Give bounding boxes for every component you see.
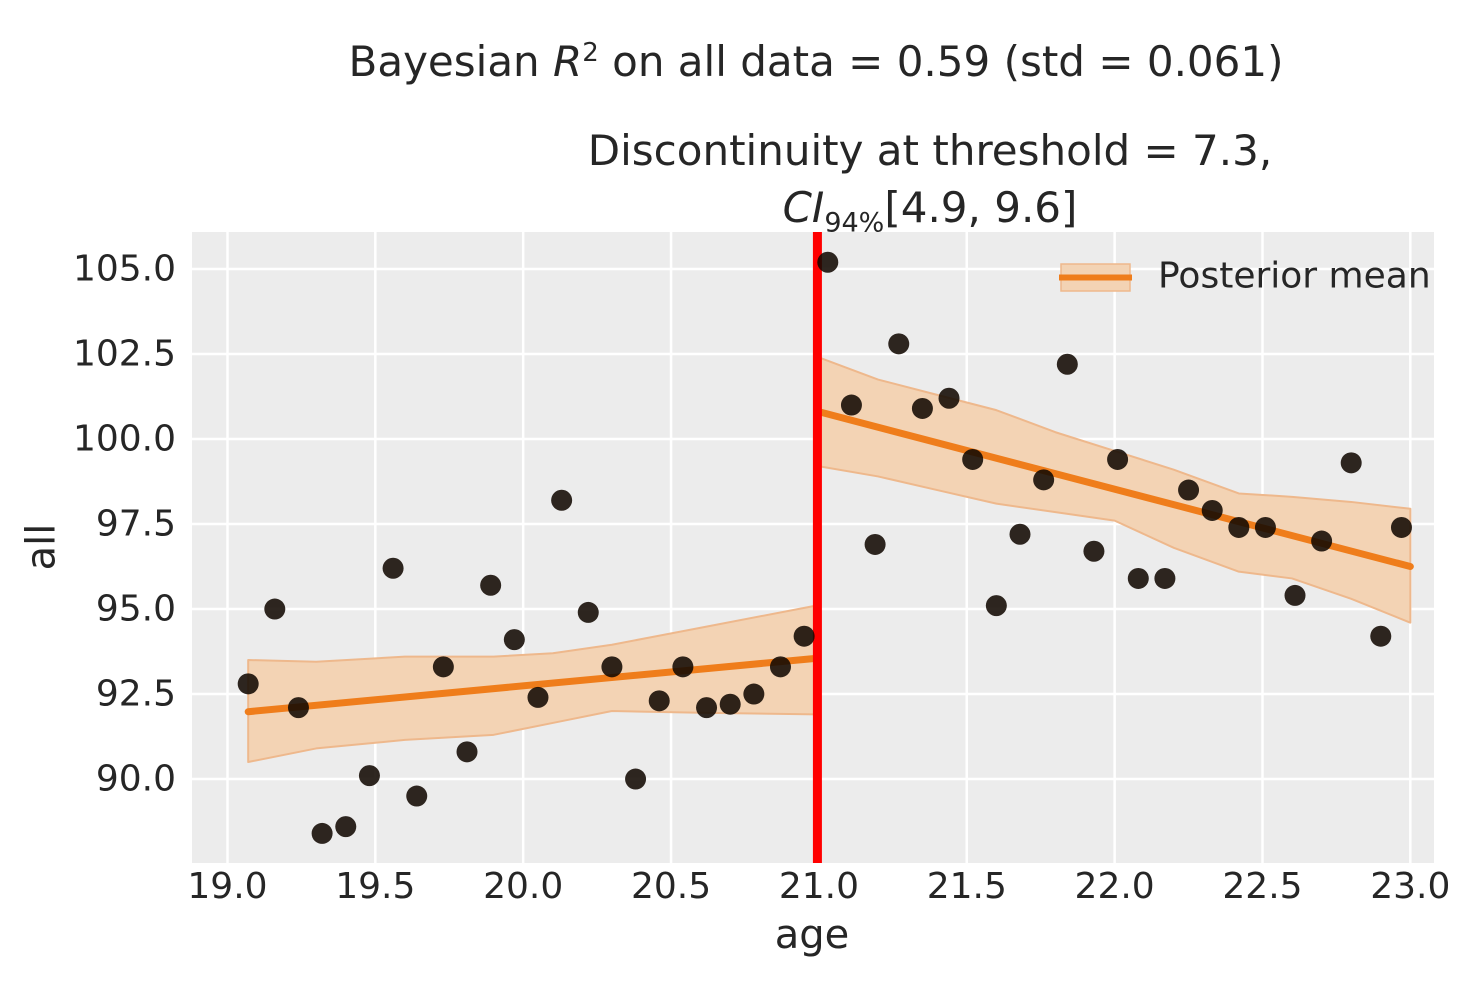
scatter-point [335,816,357,838]
x-tick-label: 21.0 [778,866,859,907]
scatter-point [311,822,333,844]
scatter-point [432,656,454,678]
y-tick-label: 90.0 [95,758,176,800]
x-axis-label: age [774,912,850,958]
legend-label: Posterior mean [1158,255,1431,297]
subtitle-line2: CI94%[4.9, 9.6] [588,179,1272,251]
scatter-point [382,557,404,579]
x-tick-label: 20.0 [483,866,564,907]
scatter-point [1228,516,1250,538]
posterior-mean-left [244,654,820,716]
scatter-point [237,673,259,695]
title-text: Bayesian [348,37,554,86]
y-tick-label: 100.0 [72,418,176,460]
title-r-exponent: 2 [582,38,599,68]
y-tick-label: 95.0 [95,588,176,630]
scatter-point [817,251,839,273]
scatter-point [287,697,309,719]
scatter-point [1284,584,1306,606]
ci-interval: [4.9, 9.6] [884,183,1078,232]
scatter-point [1311,530,1333,552]
x-tick-label: 19.5 [335,866,416,907]
scatter-point [1056,353,1078,375]
scatter-point [1009,523,1031,545]
scatter-point [1254,516,1276,538]
title-r-symbol: R [553,37,583,86]
x-tick-label: 21.5 [926,866,1007,907]
chart-subtitle: Discontinuity at threshold = 7.3, CI94%[… [588,122,1272,251]
scatter-point [864,533,886,555]
scatter-point [601,656,623,678]
y-tick-label: 92.5 [95,673,176,715]
x-tick-label: 22.0 [1074,866,1155,907]
scatter-point [648,690,670,712]
scatter-point [1390,516,1412,538]
scatter-point [1127,567,1149,589]
y-tick-label: 97.5 [95,503,176,545]
scatter-point [696,697,718,719]
y-tick-label: 102.5 [72,333,176,375]
ci-symbol: CI [782,183,825,232]
title-text-suffix: on all data = 0.59 (std = 0.061) [598,37,1284,86]
scatter-point [1340,452,1362,474]
scatter-point [911,397,933,419]
scatter-point [1178,479,1200,501]
scatter-point [1370,625,1392,647]
x-tick-label: 23.0 [1370,866,1451,907]
subtitle-line1: Discontinuity at threshold = 7.3, [587,126,1273,175]
scatter-point [840,394,862,416]
scatter-point [551,489,573,511]
x-tick-label: 22.5 [1222,866,1303,907]
scatter-point [577,601,599,623]
x-tick-label: 19.0 [187,866,268,907]
scatter-point [743,683,765,705]
scatter-point [1154,567,1176,589]
scatter-point [672,656,694,678]
scatter-point [793,625,815,647]
scatter-point [985,595,1007,617]
scatter-point [888,333,910,355]
scatter-point [1201,499,1223,521]
chart-title: Bayesian R2 on all data = 0.59 (std = 0.… [349,28,1284,87]
scatter-point [503,629,525,651]
scatter-point [358,765,380,787]
scatter-point [456,741,478,763]
ci-subscript: 94% [824,207,885,239]
scatter-point [406,785,428,807]
y-tick-label: 105.0 [72,248,176,290]
scatter-point [1033,469,1055,491]
scatter-point [1107,448,1129,470]
x-tick-label: 20.5 [630,866,712,907]
scatter-point [962,448,984,470]
scatter-point [769,656,791,678]
scatter-point [719,693,741,715]
scatter-point [264,598,286,620]
scatter-point [625,768,647,790]
scatter-point [480,574,502,596]
scatter-point [1083,540,1105,562]
scatter-point [527,686,549,708]
scatter-point [938,387,960,409]
